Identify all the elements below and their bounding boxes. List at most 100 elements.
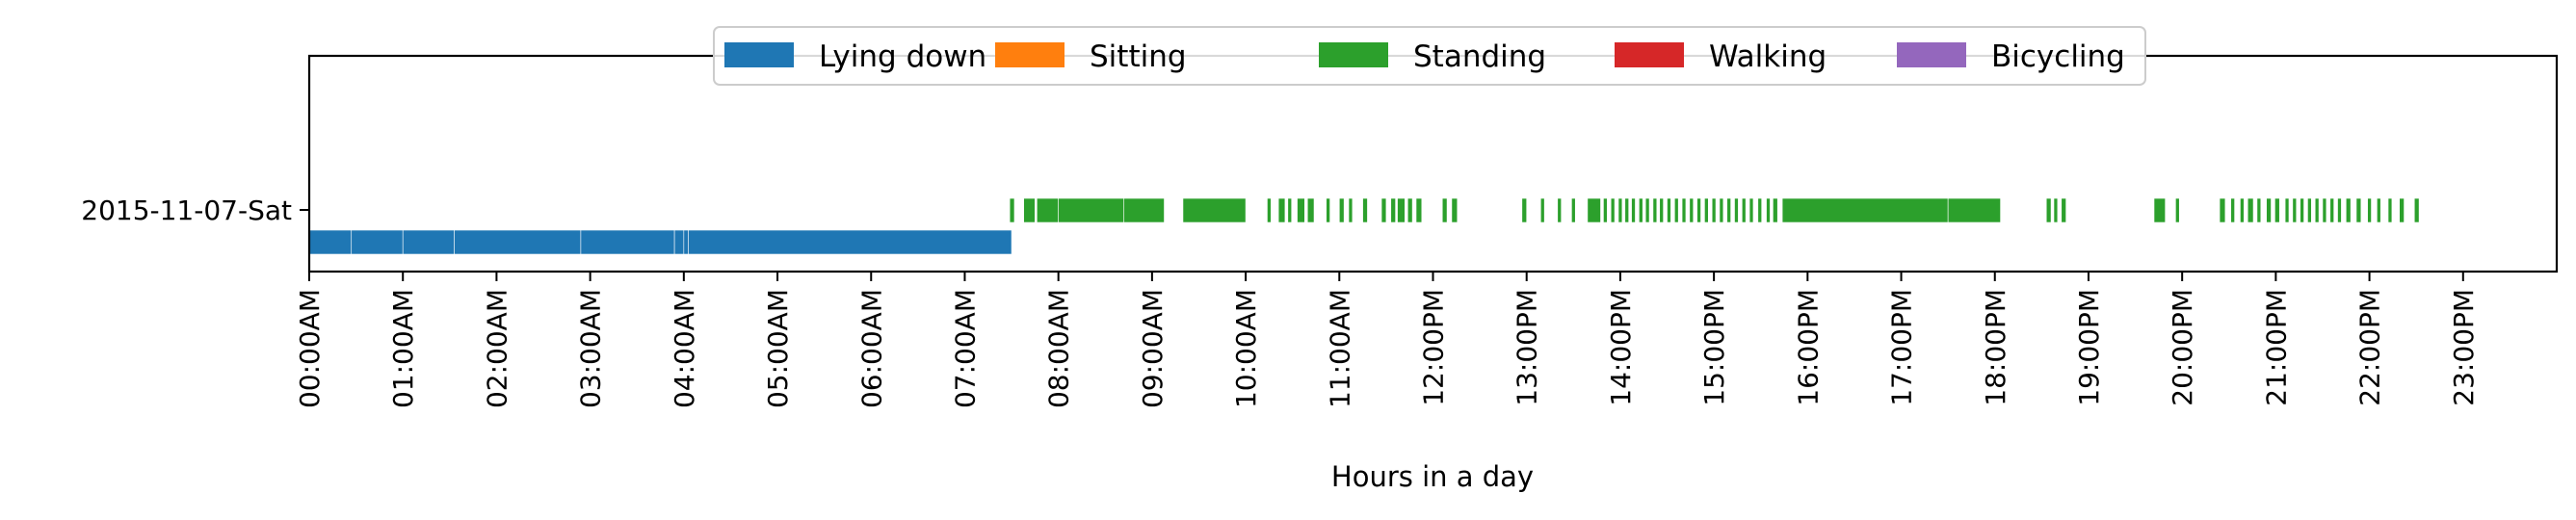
bar-lying-down bbox=[351, 229, 404, 255]
bar-standing bbox=[1674, 197, 1679, 223]
x-tick-label: 07:00AM bbox=[949, 289, 981, 408]
bar-standing bbox=[2266, 197, 2272, 223]
x-tick-label: 12:00PM bbox=[1418, 289, 1450, 406]
legend-swatch-lying-down bbox=[724, 42, 794, 67]
activity-bars bbox=[308, 197, 2420, 255]
bar-standing bbox=[2061, 197, 2066, 223]
bar-lying-down bbox=[454, 229, 582, 255]
bar-standing bbox=[1734, 197, 1739, 223]
x-axis: 00:00AM 01:00AM 02:00AM 03:00AM 04:00AM 05:00… bbox=[294, 272, 2480, 408]
x-tick-label: 02:00AM bbox=[481, 289, 513, 408]
bar-standing bbox=[1617, 197, 1623, 223]
bar-lying-down bbox=[683, 229, 689, 255]
x-tick-label: 16:00PM bbox=[1792, 289, 1824, 406]
bar-standing bbox=[2053, 197, 2059, 223]
legend-label-lying-down: Lying down bbox=[819, 39, 986, 74]
bar-lying-down bbox=[580, 229, 675, 255]
bar-standing bbox=[1451, 197, 1459, 223]
bar-standing bbox=[1711, 197, 1717, 223]
legend-label-bicycling: Bicycling bbox=[1991, 39, 2125, 74]
legend-swatch-bicycling bbox=[1897, 42, 1966, 67]
bar-standing bbox=[1659, 197, 1664, 223]
bar-standing bbox=[2292, 197, 2298, 223]
bar-standing bbox=[1610, 197, 1616, 223]
bar-standing bbox=[1766, 197, 1771, 223]
bar-standing bbox=[2399, 197, 2405, 223]
bar-standing bbox=[2240, 197, 2245, 223]
bar-standing bbox=[1603, 197, 1608, 223]
x-tick-label: 09:00AM bbox=[1137, 289, 1169, 408]
bar-standing bbox=[1644, 197, 1650, 223]
y-tick-label: 2015-11-07-Sat bbox=[81, 195, 292, 226]
x-tick-label: 18:00PM bbox=[1980, 289, 2011, 406]
x-tick-label: 21:00PM bbox=[2260, 289, 2292, 406]
bar-standing bbox=[1557, 197, 1562, 223]
x-tick-label: 10:00AM bbox=[1230, 289, 1262, 408]
bar-standing bbox=[2337, 197, 2342, 223]
bar-standing bbox=[2314, 197, 2320, 223]
bar-standing bbox=[1587, 197, 1601, 223]
bar-lying-down bbox=[673, 229, 685, 255]
bar-standing bbox=[1297, 197, 1305, 223]
bar-standing bbox=[1947, 197, 2001, 223]
x-tick-label: 03:00AM bbox=[575, 289, 607, 408]
bar-standing bbox=[1696, 197, 1701, 223]
bar-standing bbox=[2329, 197, 2334, 223]
legend: Lying down Sitting Standing Walking Bicyclin… bbox=[713, 26, 2146, 86]
x-tick-label: 05:00AM bbox=[762, 289, 794, 408]
x-tick-label: 00:00AM bbox=[294, 289, 326, 408]
bar-standing bbox=[1037, 197, 1059, 223]
bar-standing bbox=[1338, 197, 1345, 223]
x-tick-label: 17:00PM bbox=[1886, 289, 1918, 406]
bar-standing bbox=[2274, 197, 2280, 223]
bar-standing bbox=[1326, 197, 1330, 223]
bar-standing bbox=[1726, 197, 1731, 223]
bar-standing bbox=[1624, 197, 1629, 223]
bar-standing bbox=[1287, 197, 1293, 223]
bar-lying-down bbox=[402, 229, 455, 255]
bar-standing bbox=[1306, 197, 1315, 223]
bar-standing bbox=[2300, 197, 2304, 223]
bar-standing bbox=[2247, 197, 2254, 223]
bar-standing bbox=[2256, 197, 2262, 223]
y-axis: 2015-11-07-Sat bbox=[81, 195, 309, 226]
x-tick-label: 22:00PM bbox=[2354, 289, 2386, 406]
bar-standing bbox=[1362, 197, 1368, 223]
bar-standing bbox=[2219, 197, 2226, 223]
bar-standing bbox=[2377, 197, 2381, 223]
bar-standing bbox=[1521, 197, 1528, 223]
bar-standing bbox=[1406, 197, 1413, 223]
legend-swatch-standing bbox=[1319, 42, 1388, 67]
x-axis-label: Hours in a day bbox=[1331, 460, 1534, 493]
x-tick-label: 06:00AM bbox=[855, 289, 887, 408]
bar-standing bbox=[2413, 197, 2420, 223]
bar-standing bbox=[1058, 197, 1125, 223]
bar-standing bbox=[1390, 197, 1396, 223]
legend-label-walking: Walking bbox=[1709, 39, 1827, 74]
bar-standing bbox=[1681, 197, 1687, 223]
bar-standing bbox=[1277, 197, 1286, 223]
x-tick-label: 01:00AM bbox=[387, 289, 419, 408]
bar-standing bbox=[1781, 197, 1949, 223]
bar-standing bbox=[2367, 197, 2372, 223]
bar-standing bbox=[1689, 197, 1695, 223]
bar-standing bbox=[1571, 197, 1576, 223]
legend-swatch-walking bbox=[1615, 42, 1684, 67]
legend-label-sitting: Sitting bbox=[1090, 39, 1187, 74]
bar-standing bbox=[2355, 197, 2362, 223]
x-tick-label: 11:00AM bbox=[1324, 289, 1355, 408]
x-tick-label: 14:00PM bbox=[1605, 289, 1637, 406]
bar-standing bbox=[1748, 197, 1754, 223]
x-tick-label: 04:00AM bbox=[669, 289, 700, 408]
bar-lying-down bbox=[688, 229, 1012, 255]
bar-standing bbox=[1123, 197, 1165, 223]
bar-standing bbox=[1348, 197, 1354, 223]
x-tick-label: 13:00PM bbox=[1511, 289, 1543, 406]
legend-swatch-sitting bbox=[995, 42, 1065, 67]
bar-standing bbox=[1441, 197, 1448, 223]
bar-standing bbox=[1667, 197, 1671, 223]
bar-standing bbox=[1380, 197, 1387, 223]
x-tick-label: 23:00PM bbox=[2448, 289, 2480, 406]
bar-standing bbox=[2284, 197, 2290, 223]
